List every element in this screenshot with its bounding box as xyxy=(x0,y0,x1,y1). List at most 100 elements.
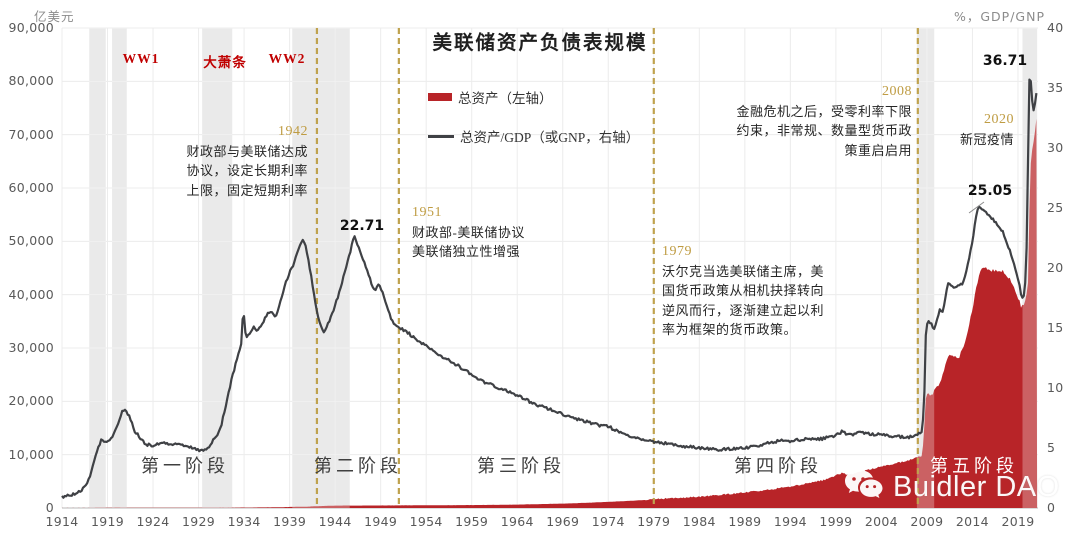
recession-band xyxy=(292,28,350,508)
x-tick-label: 1984 xyxy=(682,514,716,529)
recession-band xyxy=(916,28,935,508)
recession-band-overlay xyxy=(202,28,233,508)
x-tick-label: 1919 xyxy=(91,514,125,529)
phase-label: 第一阶段 xyxy=(141,456,229,476)
phase-label: 第四阶段 xyxy=(734,456,822,476)
phase-label: 第五阶段 xyxy=(930,456,1018,476)
war-period-label: 大萧条 xyxy=(203,55,247,70)
event-annotation: 1942 财政部与美联储达成 协议，设定长期利率 上限，固定短期利率 xyxy=(148,122,308,200)
x-tick-label: 1929 xyxy=(182,514,216,529)
legend-area-label: 总资产（左轴） xyxy=(458,91,553,106)
y-right-tick-label: 0 xyxy=(1047,500,1056,515)
x-tick-label: 1974 xyxy=(591,514,625,529)
event-year-label: 2020 xyxy=(984,112,1014,127)
recession-band-overlay xyxy=(1022,28,1038,508)
war-period-label: WW2 xyxy=(268,51,306,66)
event-text-line: 新冠疫情 xyxy=(959,131,1014,147)
x-tick-label: 1979 xyxy=(637,514,671,529)
event-text-line: 率为框架的货币政策。 xyxy=(662,322,798,337)
event-text-line: 沃尔克当选美联储主席，美 xyxy=(662,263,825,279)
x-tick-label: 2019 xyxy=(1001,514,1035,529)
event-text-line: 上限，固定短期利率 xyxy=(186,182,308,198)
left-axis-unit-label: 亿美元 xyxy=(34,9,75,24)
phase-label: 第二阶段 xyxy=(314,456,402,476)
event-text-line: 美联储独立性增强 xyxy=(412,244,521,259)
event-year-label: 1979 xyxy=(662,244,692,259)
y-left-tick-label: 70,000 xyxy=(8,126,54,142)
recession-band xyxy=(202,28,233,508)
y-right-tick-label: 20 xyxy=(1047,260,1064,275)
y-left-tick-label: 0 xyxy=(45,500,54,515)
event-text-line: 国货币政策从相机抉择转向 xyxy=(662,283,825,298)
y-left-tick-label: 50,000 xyxy=(8,233,54,249)
y-right-tick-label: 10 xyxy=(1047,380,1064,395)
data-point-label: 25.05 xyxy=(967,183,1013,199)
wechat-icon xyxy=(845,470,883,498)
recession-band-overlay xyxy=(292,28,350,508)
x-tick-label: 1939 xyxy=(273,514,307,529)
x-tick-label: 1924 xyxy=(136,514,170,529)
event-annotation: 1951 财政部-美联储协议 美联储独立性增强 xyxy=(412,203,612,262)
recession-band-overlay xyxy=(89,28,106,508)
x-tick-label: 1994 xyxy=(773,514,807,529)
x-tick-label: 1914 xyxy=(45,514,79,529)
x-tick-label: 1969 xyxy=(546,514,580,529)
event-text-line: 金融危机之后，受零利率下限 xyxy=(736,103,912,119)
legend-item-total-assets: 总资产（左轴） xyxy=(428,87,553,107)
total-assets-area xyxy=(62,118,1038,509)
y-left-tick-label: 10,000 xyxy=(8,446,54,462)
war-period-label: WW1 xyxy=(122,51,160,66)
y-left-tick-label: 90,000 xyxy=(8,20,54,35)
event-year-label: 1951 xyxy=(412,205,442,220)
x-tick-label: 1934 xyxy=(227,514,261,529)
recession-band-overlay xyxy=(112,28,127,508)
event-text-line: 约束，非常规、数量型货币政 xyxy=(736,123,912,138)
x-tick-label: 1949 xyxy=(364,514,398,529)
y-right-tick-label: 15 xyxy=(1047,320,1064,335)
watermark-brand: Buidler DAO xyxy=(893,470,1060,503)
assets-to-gdp-line xyxy=(61,78,1038,499)
phase-label: 第三阶段 xyxy=(477,456,565,476)
data-point-label: 22.71 xyxy=(339,218,385,234)
x-tick-label: 1989 xyxy=(728,514,762,529)
legend-item-assets-to-gdp: 总资产/GDP（或GNP，右轴） xyxy=(428,126,639,146)
event-text-line: 财政部-美联储协议 xyxy=(412,224,525,240)
legend-line-label: 总资产/GDP（或GNP，右轴） xyxy=(460,130,640,145)
x-tick-label: 2014 xyxy=(955,514,989,529)
event-text-line: 策重启启用 xyxy=(844,142,912,158)
y-right-tick-label: 35 xyxy=(1047,80,1064,95)
right-axis-unit-label: %，GDP/GNP xyxy=(953,9,1045,24)
event-year-label: 1942 xyxy=(278,124,308,139)
x-tick-label: 1999 xyxy=(819,514,853,529)
recession-band xyxy=(112,28,127,508)
y-right-tick-label: 25 xyxy=(1047,200,1064,215)
y-left-tick-label: 60,000 xyxy=(8,180,54,195)
x-tick-label: 2004 xyxy=(864,514,898,529)
x-tick-label: 1944 xyxy=(318,514,352,529)
y-right-tick-label: 5 xyxy=(1047,440,1056,455)
point-label-leader-line xyxy=(968,201,985,214)
event-text-line: 逆风而行，逐渐建立起以利 xyxy=(662,302,825,318)
x-tick-label: 1964 xyxy=(500,514,534,529)
y-left-tick-label: 80,000 xyxy=(8,73,54,89)
event-year-label: 2008 xyxy=(882,84,912,99)
y-left-tick-label: 20,000 xyxy=(8,393,54,409)
event-annotation: 2020 新冠疫情 xyxy=(902,110,1014,149)
event-text-line: 财政部与美联储达成 xyxy=(186,143,308,159)
y-left-tick-label: 40,000 xyxy=(8,286,54,302)
recession-band xyxy=(89,28,106,508)
chart-title: 美联储资产负债表规模 xyxy=(432,33,648,54)
legend-line-swatch xyxy=(428,134,454,138)
event-text-line: 协议，设定长期利率 xyxy=(186,163,308,178)
event-annotation: 2008 金融危机之后，受零利率下限 约束，非常规、数量型货币政策重启启用 xyxy=(700,82,912,160)
y-left-tick-label: 30,000 xyxy=(8,340,54,355)
y-right-tick-label: 40 xyxy=(1047,20,1064,35)
x-tick-label: 2009 xyxy=(910,514,944,529)
x-tick-label: 1954 xyxy=(409,514,443,529)
event-annotation: 1979 沃尔克当选美联储主席，美 国货币政策从相机抉择转向 逆风而行，逐渐建立起以利… xyxy=(662,242,866,340)
x-tick-label: 1959 xyxy=(455,514,489,529)
y-right-tick-label: 30 xyxy=(1047,140,1064,155)
recession-band-overlay xyxy=(916,28,935,508)
